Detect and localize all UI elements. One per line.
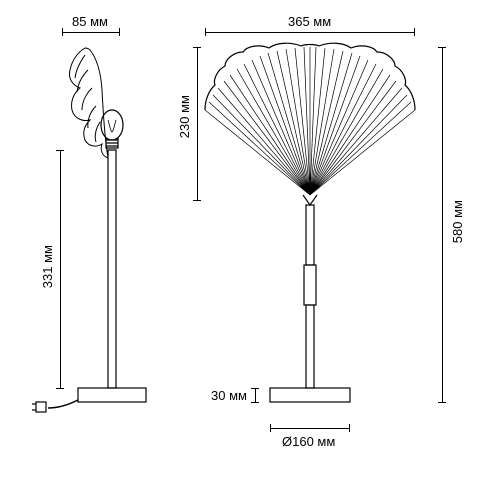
dim-tick — [349, 424, 350, 432]
dim-tick — [62, 28, 63, 36]
dim-label-30: 30 мм — [211, 388, 247, 403]
dim-label-230: 230 мм — [177, 95, 192, 138]
dim-tick — [438, 402, 446, 403]
front-view-lamp — [195, 40, 425, 420]
dim-line-85 — [62, 32, 120, 33]
dim-tick — [56, 388, 64, 389]
dim-tick — [193, 200, 201, 201]
dim-line-160 — [270, 428, 350, 429]
dim-line-365 — [205, 32, 415, 33]
dim-tick — [251, 402, 259, 403]
dim-line-30 — [255, 388, 256, 402]
dim-label-85: 85 мм — [72, 14, 108, 29]
dim-line-230 — [197, 47, 198, 200]
dim-tick — [56, 150, 64, 151]
dim-tick — [251, 388, 259, 389]
dim-tick — [270, 424, 271, 432]
dim-tick — [414, 28, 415, 36]
dim-label-160: Ø160 мм — [282, 434, 335, 449]
dim-line-580 — [442, 47, 443, 402]
dim-tick — [119, 28, 120, 36]
dim-tick — [438, 47, 446, 48]
dim-label-580: 580 мм — [450, 200, 465, 243]
dim-label-365: 365 мм — [288, 14, 331, 29]
dim-tick — [205, 28, 206, 36]
side-view-lamp — [30, 40, 170, 420]
dim-tick — [193, 47, 201, 48]
dim-line-331 — [60, 150, 61, 388]
technical-diagram: 85 мм 365 мм 331 мм 230 мм 580 мм 30 мм … — [0, 0, 500, 500]
dim-label-331: 331 мм — [40, 245, 55, 288]
